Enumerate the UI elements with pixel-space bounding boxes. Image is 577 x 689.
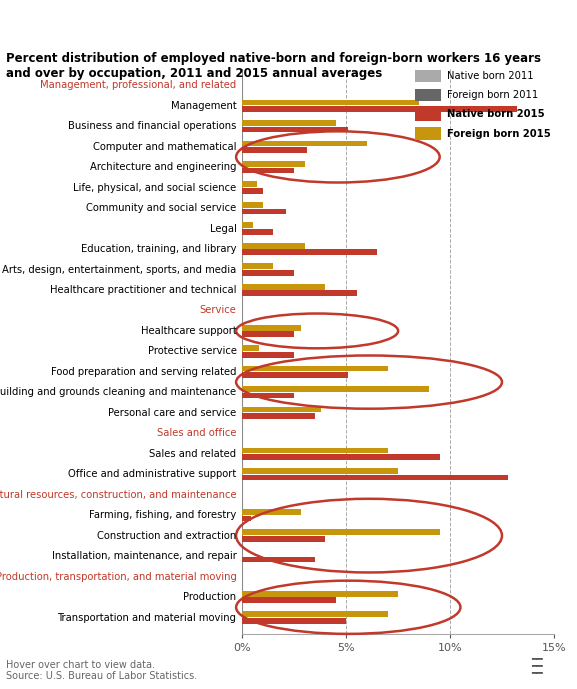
Text: Computer and mathematical: Computer and mathematical [93,142,237,152]
Text: Farming, fishing, and forestry: Farming, fishing, and forestry [89,510,237,520]
Text: ━━: ━━ [531,667,542,677]
Bar [242,366,388,371]
Bar [242,147,307,153]
Text: Transportation and material moving: Transportation and material moving [58,613,237,622]
Bar [242,100,419,105]
Text: Sales and office: Sales and office [157,429,237,438]
Bar [242,407,321,413]
Text: Business and financial operations: Business and financial operations [68,121,237,131]
Text: Architecture and engineering: Architecture and engineering [90,162,237,172]
Bar [242,387,429,392]
Text: Natural resources, construction, and maintenance: Natural resources, construction, and mai… [0,490,237,500]
Text: Foreign born 2011: Foreign born 2011 [447,90,538,100]
Bar [242,127,349,132]
Bar [242,597,336,603]
Bar [242,223,253,228]
Bar [242,509,301,515]
Text: Installation, maintenance, and repair: Installation, maintenance, and repair [52,551,237,561]
Bar [242,591,398,597]
Bar [242,325,301,331]
Bar [242,181,257,187]
Text: ━━: ━━ [531,660,542,670]
Bar [242,209,286,214]
Text: Building and grounds cleaning and maintenance: Building and grounds cleaning and mainte… [0,387,237,398]
Text: Community and social service: Community and social service [87,203,237,213]
Bar [242,468,398,474]
Bar [242,202,263,207]
Text: Service: Service [200,305,237,316]
Bar [242,454,440,460]
Bar [242,290,357,296]
Text: Production: Production [183,592,237,602]
Text: Education, training, and library: Education, training, and library [81,244,237,254]
Bar [242,557,315,562]
Bar [242,141,367,146]
Bar [242,249,377,255]
Text: Healthcare practitioner and technical: Healthcare practitioner and technical [50,285,237,295]
Bar [242,413,315,419]
Bar [242,106,516,112]
Bar [242,270,294,276]
Text: Hover over chart to view data.: Hover over chart to view data. [6,660,155,670]
Bar [242,331,294,337]
Bar [242,167,294,174]
Bar [242,618,346,624]
Bar [242,372,349,378]
Text: Life, physical, and social science: Life, physical, and social science [73,183,237,193]
Bar [242,120,336,126]
Text: ━━: ━━ [531,653,542,663]
Text: Personal care and service: Personal care and service [108,408,237,418]
Text: Native born 2011: Native born 2011 [447,71,534,81]
Text: Foreign born 2015: Foreign born 2015 [447,129,551,138]
Text: Construction and extraction: Construction and extraction [98,531,237,541]
Bar [242,161,305,167]
Bar [242,393,294,398]
Bar [242,345,259,351]
Text: Arts, design, entertainment, sports, and media: Arts, design, entertainment, sports, and… [2,265,237,274]
Bar [242,352,294,358]
Text: Management: Management [171,101,237,111]
Text: Production, transportation, and material moving: Production, transportation, and material… [0,572,237,582]
Bar [242,448,388,453]
Bar [242,243,305,249]
Text: Sales and related: Sales and related [149,449,237,459]
Text: Native born 2015: Native born 2015 [447,110,545,119]
Text: Legal: Legal [209,223,237,234]
Text: Office and administrative support: Office and administrative support [68,469,237,480]
Text: Percent distribution of employed native-born and foreign-born workers 16 years
a: Percent distribution of employed native-… [6,52,541,80]
Text: Management, professional, and related: Management, professional, and related [40,81,237,90]
Text: Source: U.S. Bureau of Labor Statistics.: Source: U.S. Bureau of Labor Statistics. [6,670,197,681]
Bar [242,611,388,617]
Bar [242,284,325,289]
Text: Healthcare support: Healthcare support [141,326,237,336]
Text: Food preparation and serving related: Food preparation and serving related [51,367,237,377]
Bar [242,263,273,269]
Bar [242,475,508,480]
Bar [242,515,250,522]
Bar [242,529,440,535]
Text: Protective service: Protective service [148,347,237,356]
Bar [242,188,263,194]
Bar [242,536,325,542]
Bar [242,229,273,235]
